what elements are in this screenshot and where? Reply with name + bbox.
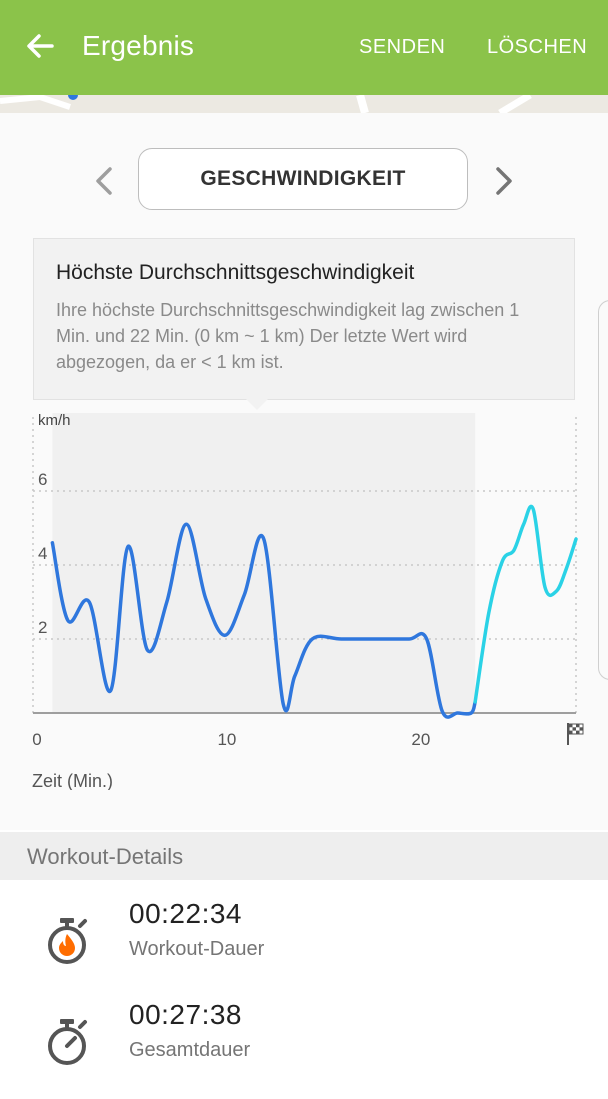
back-arrow-icon[interactable]	[22, 28, 58, 64]
y-tick-label: 4	[38, 544, 47, 563]
app-bar: Ergebnis SENDEN LÖSCHEN	[0, 0, 608, 95]
y-tick-label: 2	[38, 618, 47, 637]
y-tick-label: 6	[38, 470, 47, 489]
map-preview[interactable]	[0, 95, 608, 113]
workout-duration-value: 00:22:34	[129, 898, 242, 929]
map-roads	[0, 95, 608, 113]
section-title: Workout-Details	[27, 844, 184, 869]
tooltip-pointer	[246, 399, 268, 410]
metric-selector[interactable]: GESCHWINDIGKEIT	[138, 148, 468, 210]
info-title: Höchste Durchschnittsgeschwindigkeit	[56, 261, 415, 284]
checkered-flag-icon	[567, 723, 584, 745]
x-tick-label: 0	[32, 730, 41, 749]
workout-duration-label: Workout-Dauer	[129, 938, 265, 960]
info-text: Ihre höchste Durchschnittsgeschwindigkei…	[56, 300, 520, 372]
total-duration-label: Gesamtdauer	[129, 1039, 251, 1061]
delete-button[interactable]: LÖSCHEN	[487, 36, 588, 58]
detail-total-duration: 00:27:38 Gesamtdauer	[0, 999, 608, 1099]
chevron-right-icon[interactable]	[492, 165, 516, 197]
series-line-2	[473, 504, 578, 704]
x-tick-label: 20	[411, 730, 430, 749]
chevron-left-icon[interactable]	[92, 165, 116, 197]
y-axis-unit: km/h	[38, 412, 71, 429]
series-line-1	[50, 522, 477, 719]
send-button[interactable]: SENDEN	[359, 36, 446, 58]
x-axis-label: Zeit (Min.)	[32, 771, 113, 790]
x-tick-label: 10	[217, 730, 236, 749]
stopwatch-flame-icon	[48, 918, 87, 964]
section-header: Workout-Details	[0, 832, 608, 880]
stopwatch-icon	[48, 1019, 87, 1065]
info-tooltip: Höchste Durchschnittsgeschwindigkeit Ihr…	[33, 238, 575, 410]
page-title: Ergebnis	[82, 30, 195, 61]
total-duration-value: 00:27:38	[129, 999, 242, 1030]
detail-workout-duration: 00:22:34 Workout-Dauer	[0, 898, 608, 998]
speed-chart: 2 4 6 km/h 0 10 20 Zeit (Min.)	[32, 412, 584, 790]
